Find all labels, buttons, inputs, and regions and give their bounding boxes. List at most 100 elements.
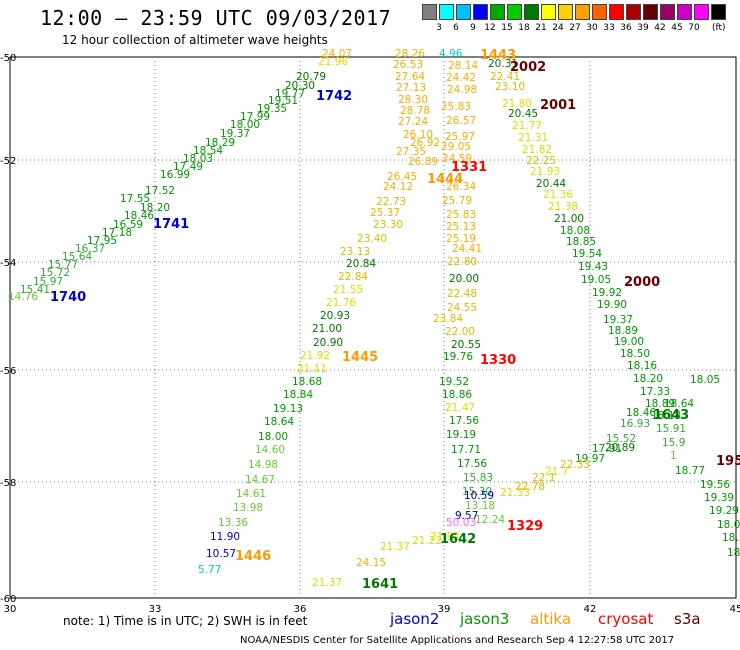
wave-height-value: 14.98 — [248, 459, 278, 471]
pass-time-label: 1446 — [235, 549, 271, 564]
scale-unit: (ft) — [712, 23, 726, 33]
wave-height-value: 25.83 — [441, 101, 471, 113]
observation-layer: 14.7615.4115.9715.7215.7715.6416.3717.95… — [8, 48, 740, 589]
wave-height-value: 18.89 — [608, 325, 638, 337]
wave-height-value: 21.37 — [380, 541, 410, 553]
scale-label: 33 — [603, 23, 615, 33]
legend-item-jason3: jason3 — [460, 610, 510, 628]
wave-height-value: 26.92 — [410, 137, 440, 149]
wave-height-value: 15.52 — [606, 433, 636, 445]
wave-height-value: 19.76 — [443, 351, 473, 363]
wave-height-value: 15.97 — [33, 276, 63, 288]
scale-label: 45 — [671, 23, 683, 33]
wave-height-value: 14.60 — [255, 444, 285, 456]
wave-height-value: 19.56 — [700, 479, 730, 491]
wave-height-value: 15.9 — [662, 437, 685, 449]
pass-label-layer: 1740 1741 1742 1443 1444 1445 1446 2002 2001 2000… — [50, 48, 740, 592]
wave-height-value: 17.95 — [87, 235, 117, 247]
wave-height-value: 22.41 — [490, 71, 520, 83]
wave-height-value: 18.85 — [566, 236, 596, 248]
wave-height-value: 18.05 — [690, 374, 720, 386]
wave-height-value: 17.52 — [145, 185, 175, 197]
wave-height-value: 25.79 — [442, 195, 472, 207]
wave-height-value: 18.64 — [664, 398, 694, 410]
wave-height-value: 28.78 — [400, 105, 430, 117]
wave-height-value: 19.52 — [439, 376, 469, 388]
scale-swatch — [711, 4, 726, 20]
wave-height-value: 17.99 — [240, 111, 270, 123]
wave-height-value: 15.83 — [463, 472, 493, 484]
grid-lines — [10, 57, 736, 598]
scale-label: 15 — [501, 23, 513, 33]
pass-time-label: 1444 — [427, 172, 463, 187]
wave-height-value: 24.07 — [322, 48, 352, 60]
pass-time-label: 1443 — [480, 48, 516, 63]
wave-height-value: 18.51 — [722, 532, 740, 544]
wave-height-value: 16.59 — [113, 219, 143, 231]
wave-height-value: 15.30 — [462, 486, 492, 498]
scale-swatch — [558, 4, 573, 20]
wave-height-value: 18.54 — [193, 145, 223, 157]
pass-time-label: 2000 — [624, 275, 660, 290]
scale-label: 21 — [535, 23, 547, 33]
wave-height-value: 18.89 — [645, 398, 675, 410]
wave-height-value: 19.05 — [581, 274, 611, 286]
wave-height-value: 1 — [670, 450, 677, 462]
pass-time-label: 1331 — [451, 160, 487, 175]
wave-height-value: 18.02 — [717, 519, 740, 531]
wave-height-value: 19.97 — [575, 453, 605, 465]
wave-height-value: 10.57 — [206, 548, 236, 560]
wave-height-value: 21.92 — [300, 350, 330, 362]
scale-label: 3 — [436, 23, 442, 33]
wave-height-value: 21.38 — [548, 201, 578, 213]
wave-height-value: 28.26 — [395, 48, 425, 60]
wave-height-value: 21.37 — [312, 577, 342, 589]
wave-height-value: 18.00 — [258, 431, 288, 443]
scale-label: 24 — [552, 23, 564, 33]
wave-height-value: 16.99 — [160, 169, 190, 181]
wave-height-value: 26.10 — [403, 129, 433, 141]
scale-label: 18 — [518, 23, 530, 33]
scale-label: 42 — [654, 23, 666, 33]
scale-label: 12 — [484, 23, 496, 33]
wave-height-value: 21.80 — [502, 98, 532, 110]
wave-height-value: 17.33 — [640, 386, 670, 398]
wave-height-value: 17.18 — [102, 227, 132, 239]
wave-height-value: 19.77 — [275, 88, 305, 100]
wave-height-value: 15.64 — [62, 251, 92, 263]
wave-height-value: 15.72 — [40, 267, 70, 279]
scale-swatch — [643, 4, 658, 20]
wave-height-value: 18.29 — [205, 137, 235, 149]
pass-time-label: 2002 — [510, 60, 546, 75]
longitude-tick-label: 42 — [584, 604, 597, 615]
wave-height-value: 19.43 — [578, 261, 608, 273]
wave-height-value: 19.13 — [273, 403, 303, 415]
wave-height-value: 26.45 — [387, 171, 417, 183]
pass-time-label: 1330 — [480, 353, 516, 368]
pass-time-label: 1643 — [653, 408, 689, 423]
wave-height-value: 14.61 — [236, 488, 266, 500]
pass-time-label: 1742 — [316, 89, 352, 104]
wave-height-value: 19.39 — [704, 492, 734, 504]
wave-height-value: 23.10 — [495, 81, 525, 93]
wave-height-value: 4.96 — [439, 48, 463, 60]
wave-height-value: 23.30 — [373, 219, 403, 231]
longitude-tick-label: 36 — [294, 604, 307, 615]
scale-swatch — [592, 4, 607, 20]
scale-swatch — [694, 4, 709, 20]
wave-height-value: 24.12 — [383, 181, 413, 193]
wave-height-value: 27.24 — [398, 116, 428, 128]
wave-height-value: 19.92 — [592, 287, 622, 299]
wave-height-value: 5.77 — [198, 564, 221, 576]
scale-swatch — [439, 4, 454, 20]
wave-height-value: 18.16 — [627, 360, 657, 372]
wave-height-value: 17.91 — [592, 443, 622, 455]
wave-height-value: 19.35 — [257, 103, 287, 115]
wave-height-value: 21.47 — [445, 402, 475, 414]
wave-height-value: 20.55 — [451, 339, 481, 351]
legend-item-cryosat: cryosat — [598, 610, 654, 628]
wave-height-value: 15.77 — [48, 259, 78, 271]
wave-height-value: 21.7 — [545, 466, 568, 478]
wave-height-value: 18.18 — [651, 410, 681, 422]
wave-height-value: 25.13 — [446, 221, 476, 233]
